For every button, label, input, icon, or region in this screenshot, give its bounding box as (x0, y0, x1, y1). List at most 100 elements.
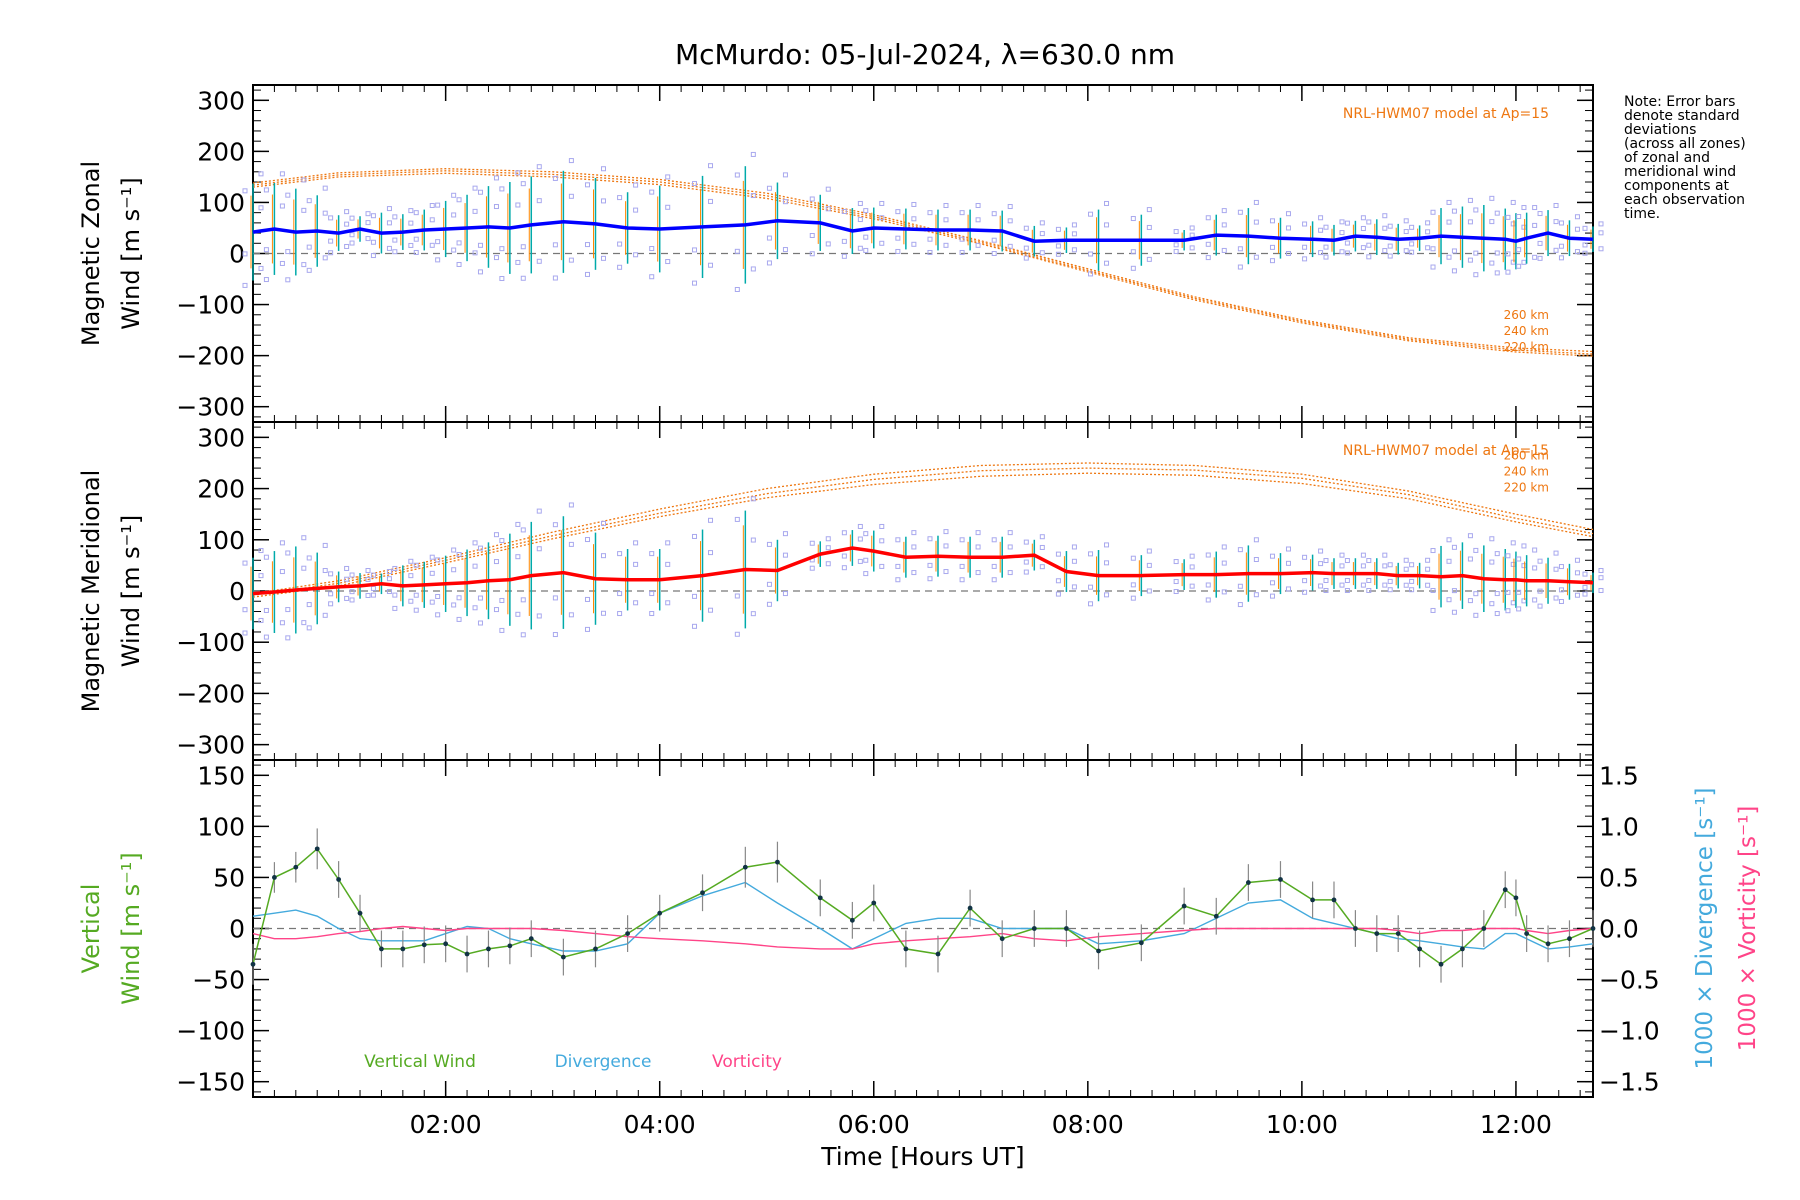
zone-marker (895, 209, 901, 215)
zone-marker (1344, 250, 1350, 256)
zone-marker (1071, 222, 1077, 228)
zone-marker (708, 198, 714, 204)
zone-marker (841, 238, 847, 244)
zone-marker (911, 570, 917, 576)
panel-frame (252, 84, 1594, 423)
zone-marker (1130, 582, 1136, 588)
zone-marker (386, 206, 392, 212)
y-tick-label: 200 (197, 475, 245, 504)
vertical-wind-point (849, 917, 855, 923)
zone-marker (499, 538, 505, 544)
zone-marker (649, 246, 655, 252)
zone-marker (322, 185, 328, 191)
zone-marker (1598, 587, 1604, 593)
zone-marker (1318, 561, 1324, 567)
zone-marker (1521, 259, 1527, 265)
zone-marker (285, 635, 291, 641)
zone-marker (413, 210, 419, 216)
zone-marker (734, 631, 740, 637)
zone-marker (766, 260, 772, 266)
y-tick-label: 200 (197, 137, 245, 166)
zone-marker (1269, 244, 1275, 250)
zone-marker (1130, 555, 1136, 561)
zone-marker (477, 189, 483, 195)
zone-marker (600, 255, 606, 261)
zone-marker (991, 563, 997, 569)
zone-marker (1516, 606, 1522, 612)
zone-marker (1558, 255, 1564, 261)
zone-marker (493, 532, 499, 538)
zone-marker (1104, 560, 1110, 566)
vertical-wind-point (1374, 931, 1380, 937)
zone-marker (1339, 563, 1345, 569)
zone-marker (750, 537, 756, 543)
zone-marker (750, 151, 756, 157)
zone-marker (1467, 556, 1473, 562)
zone-marker (344, 595, 350, 601)
zone-marker (1558, 598, 1564, 604)
zone-marker (1189, 553, 1195, 559)
zone-marker (1532, 205, 1538, 211)
zone-marker (552, 632, 558, 638)
zone-marker (1409, 241, 1415, 247)
zone-marker (552, 242, 558, 248)
zone-marker (1318, 548, 1324, 554)
zone-marker (1039, 250, 1045, 256)
zone-marker (392, 565, 398, 571)
zone-marker (1344, 558, 1350, 564)
zone-marker (1467, 197, 1473, 203)
zone-marker (1446, 199, 1452, 205)
zone-marker (1302, 554, 1308, 560)
y-tick-label: 0 (229, 240, 245, 269)
zone-marker (413, 236, 419, 242)
zone-marker (536, 164, 542, 170)
zone-marker (477, 269, 483, 275)
zone-marker (456, 197, 462, 203)
zone-marker (1553, 203, 1559, 209)
zone-marker (617, 241, 623, 247)
note-line: meridional wind (1624, 164, 1737, 180)
y-axis-label: Magnetic Meridional (77, 470, 105, 713)
zone-marker (520, 244, 526, 250)
zone-marker (392, 592, 398, 598)
y-axis-label: Wind [m s⁻¹] (117, 515, 145, 667)
vertical-wind-point (1331, 897, 1337, 903)
y2-axis-label-divergence: 1000 × Divergence [s⁻¹] (1692, 787, 1718, 1069)
zone-marker (1505, 589, 1511, 595)
vertical-wind-line (252, 847, 1594, 966)
zone-marker (328, 601, 334, 607)
zone-marker (1409, 578, 1415, 584)
zone-marker (1574, 214, 1580, 220)
zone-marker (472, 563, 478, 569)
zone-marker (1360, 245, 1366, 251)
zone-marker (1558, 220, 1564, 226)
zone-marker (1205, 597, 1211, 603)
zone-marker (750, 611, 756, 617)
zone-marker (370, 572, 376, 578)
zone-marker (879, 538, 885, 544)
zone-marker (306, 267, 312, 273)
zone-marker (536, 508, 542, 514)
zone-marker (1237, 583, 1243, 589)
zone-marker (959, 577, 965, 583)
y-tick-label: −100 (176, 1017, 245, 1046)
zone-marker (472, 540, 478, 546)
zone-marker (1473, 591, 1479, 597)
zone-marker (301, 177, 307, 183)
zone-marker (328, 571, 334, 577)
model-altitude-label: 260 km (1504, 449, 1549, 463)
note-line: (across all zones) (1624, 136, 1746, 152)
zone-marker (1510, 540, 1516, 546)
model-altitude-label: 240 km (1504, 324, 1549, 338)
zone-marker (1446, 254, 1452, 260)
zone-marker (1055, 251, 1061, 257)
note-line: Note: Error bars (1624, 94, 1736, 110)
zone-marker (1451, 544, 1457, 550)
model-curve (252, 170, 1594, 355)
zone-marker (472, 185, 478, 191)
zone-marker (392, 605, 398, 611)
zone-marker (493, 559, 499, 565)
zone-marker (306, 244, 312, 250)
zone-marker (306, 555, 312, 561)
vertical-wind-point (625, 931, 631, 937)
